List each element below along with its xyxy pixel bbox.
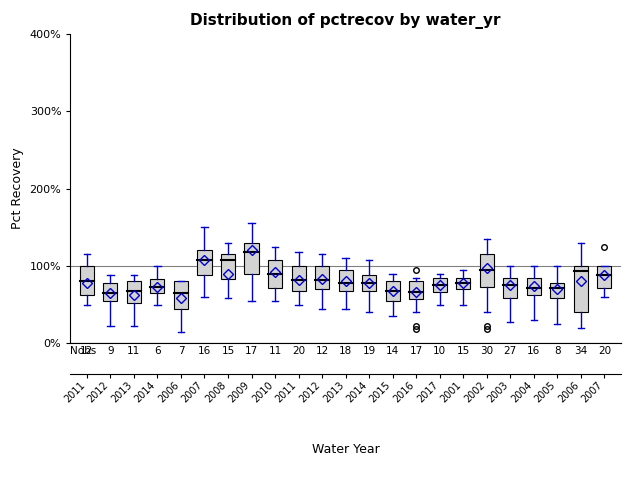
Text: Nobs: Nobs (70, 346, 97, 356)
Text: 17: 17 (410, 346, 423, 356)
Text: 19: 19 (362, 346, 376, 356)
Bar (456, 277, 470, 289)
Bar (339, 270, 353, 291)
Bar (409, 281, 423, 299)
Text: 15: 15 (221, 346, 235, 356)
Text: 11: 11 (268, 346, 282, 356)
Text: 12: 12 (316, 346, 329, 356)
Bar (315, 266, 329, 289)
Text: 16: 16 (527, 346, 540, 356)
Bar (573, 266, 588, 312)
Text: 7: 7 (178, 346, 184, 356)
Bar (103, 283, 118, 301)
Bar (150, 279, 164, 293)
Text: 27: 27 (504, 346, 517, 356)
Bar (174, 281, 188, 309)
Text: 12: 12 (80, 346, 93, 356)
Text: 20: 20 (598, 346, 611, 356)
Text: 30: 30 (480, 346, 493, 356)
Bar (291, 266, 306, 291)
Text: 17: 17 (245, 346, 258, 356)
Text: 15: 15 (456, 346, 470, 356)
Bar (385, 281, 400, 301)
Bar (244, 243, 259, 274)
Text: 6: 6 (154, 346, 161, 356)
Text: 16: 16 (198, 346, 211, 356)
Bar (197, 251, 212, 275)
Text: 14: 14 (386, 346, 399, 356)
Bar (433, 277, 447, 291)
Bar (597, 266, 611, 288)
Bar (221, 254, 235, 279)
Bar (362, 275, 376, 291)
Text: 18: 18 (339, 346, 352, 356)
Text: 20: 20 (292, 346, 305, 356)
Bar (127, 281, 141, 303)
Text: 11: 11 (127, 346, 141, 356)
Title: Distribution of pctrecov by water_yr: Distribution of pctrecov by water_yr (190, 13, 501, 29)
Text: 8: 8 (554, 346, 561, 356)
Bar (479, 254, 494, 287)
Bar (527, 277, 541, 295)
Bar (268, 260, 282, 288)
Text: 9: 9 (107, 346, 114, 356)
Y-axis label: Pct Recovery: Pct Recovery (11, 148, 24, 229)
Bar (503, 277, 517, 299)
Text: 34: 34 (574, 346, 588, 356)
Bar (550, 283, 564, 299)
Bar (80, 266, 94, 295)
Text: 10: 10 (433, 346, 446, 356)
X-axis label: Water Year: Water Year (312, 444, 380, 456)
